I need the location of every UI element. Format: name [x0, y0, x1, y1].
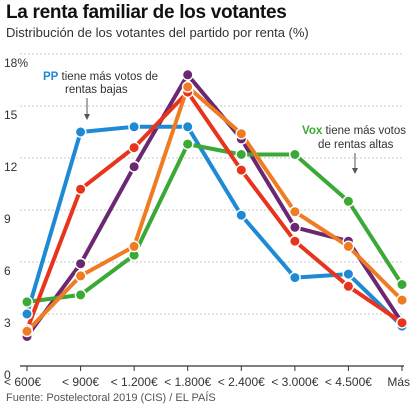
svg-text:Vox tiene más votos: Vox tiene más votos [302, 125, 406, 137]
vox-annotation-arrowhead [352, 168, 358, 174]
x-tick-label: < 4.500€ [325, 375, 372, 389]
y-tick-label: 3 [4, 316, 11, 330]
y-tick-label: 0 [4, 368, 11, 382]
x-tick-label: < 1.800€ [164, 375, 211, 389]
data-point [181, 68, 194, 81]
vox-annotation-party: Vox [302, 125, 323, 137]
data-point [128, 120, 141, 133]
pp-annotation-line2: rentas bajas [65, 84, 128, 96]
data-point [128, 240, 141, 253]
y-tick-label: 12 [4, 160, 18, 174]
data-point [396, 278, 408, 291]
data-point [235, 209, 248, 222]
vox-annotation-line1: tiene más votos [325, 125, 406, 137]
data-point [288, 271, 301, 284]
vox-annotation-line2: de rentas altas [318, 139, 394, 151]
x-tick-label: Más [387, 375, 410, 389]
y-tick-label: 9 [4, 212, 11, 226]
data-point [74, 126, 87, 138]
x-tick-label: < 3.000€ [271, 375, 318, 389]
vox-annotation: Vox tiene más votos de rentas altas [302, 125, 406, 174]
data-point [74, 288, 87, 301]
data-point [288, 205, 301, 218]
data-point [74, 257, 87, 270]
data-point [21, 325, 33, 338]
data-point [342, 195, 355, 208]
y-tick-label: 15 [4, 108, 18, 122]
series-line-3 [25, 90, 404, 332]
data-point [288, 235, 301, 248]
series-line-1 [25, 142, 404, 304]
x-tick-label: < 1.200€ [111, 375, 158, 389]
series-line-2 [25, 84, 404, 334]
source-note: Fuente: Postelectoral 2019 (CIS) / EL PA… [6, 392, 216, 404]
data-point [181, 81, 194, 93]
data-point [74, 269, 87, 282]
data-point [342, 268, 355, 280]
x-tick-label: < 600€ [4, 375, 41, 389]
data-point [235, 148, 248, 161]
x-tick-label: < 2.400€ [218, 375, 265, 389]
data-point [74, 183, 87, 196]
data-point [181, 120, 194, 133]
data-point [342, 280, 355, 293]
x-tick-label: < 900€ [62, 375, 99, 389]
data-point [342, 240, 355, 253]
pp-annotation-party: PP [43, 71, 59, 83]
y-tick-label: 18% [4, 56, 28, 70]
data-point [21, 308, 33, 320]
x-axis-ticks: < 600€ < 900€ < 1.200€ < 1.800€ < 2.400€ < 3.… [4, 366, 410, 389]
series-points [21, 68, 408, 343]
svg-text:PP tiene más votos de: PP tiene más votos de [43, 71, 158, 83]
data-point [181, 138, 194, 151]
pp-annotation-arrowhead [84, 114, 90, 120]
pp-annotation-line1: tiene más votos de [62, 71, 159, 83]
data-point [235, 127, 248, 140]
pp-annotation: PP tiene más votos de rentas bajas [43, 71, 158, 120]
series-lines [25, 72, 404, 339]
data-point [128, 141, 141, 154]
data-point [288, 221, 301, 234]
data-point [128, 160, 141, 173]
data-point [288, 148, 301, 161]
data-point [396, 294, 408, 306]
data-point [21, 295, 33, 308]
series-line-0 [25, 124, 404, 329]
data-point [396, 316, 408, 329]
chart-subtitle: Distribución de los votantes del partido… [6, 25, 309, 40]
y-tick-label: 6 [4, 264, 11, 278]
y-axis-ticks: 0 3 6 9 12 15 18% [4, 56, 28, 382]
chart-title: La renta familiar de los votantes [6, 2, 287, 23]
data-point [235, 164, 248, 177]
